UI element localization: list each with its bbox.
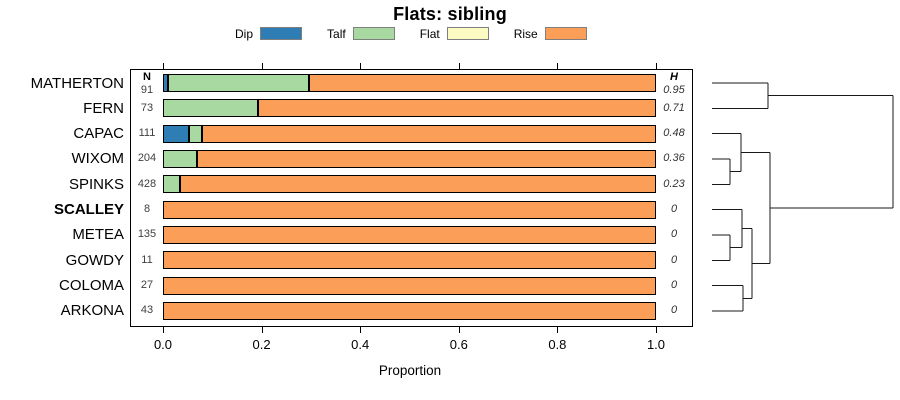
bar-segment-rise <box>163 301 656 320</box>
bar <box>163 175 656 194</box>
x-tick-label: 0.8 <box>548 337 567 352</box>
x-tick <box>261 327 263 333</box>
x-tick <box>458 63 460 69</box>
x-tick <box>360 327 362 333</box>
x-tick <box>360 63 362 69</box>
row-label: METEA <box>72 226 124 244</box>
legend-item: Dip <box>235 26 303 41</box>
x-tick <box>458 327 460 333</box>
row-label: CAPAC <box>73 125 124 143</box>
row-label: SCALLEY <box>53 201 124 219</box>
bar <box>163 149 656 168</box>
legend-label: Rise <box>513 26 538 41</box>
row-label: MATHERTON <box>30 74 124 92</box>
n-value: 73 <box>140 101 154 114</box>
x-tick-label: 1.0 <box>646 337 666 352</box>
n-value: 135 <box>137 228 157 241</box>
chart-title: Flats: sibling <box>393 4 507 24</box>
bar <box>163 74 656 92</box>
n-value: 428 <box>137 177 157 190</box>
n-value: N 91 <box>131 71 163 97</box>
bar-segment-rise <box>163 251 656 270</box>
x-tick-label: 0.2 <box>252 337 271 352</box>
n-value: 111 <box>138 127 156 140</box>
bar-segment-rise <box>308 74 656 92</box>
n-value: 8 <box>143 203 151 216</box>
x-tick <box>557 327 559 333</box>
h-value: 0.23 <box>663 177 685 190</box>
h-value: 0 <box>670 253 678 266</box>
x-tick <box>163 63 164 69</box>
x-tick-label: 0.6 <box>449 337 468 352</box>
n-value: 43 <box>140 304 154 317</box>
n-column-header: N <box>143 71 151 83</box>
legend-item: Flat <box>420 27 489 41</box>
legend-label: Talf <box>327 26 346 41</box>
row-label: ARKONA <box>60 302 124 320</box>
h-value: 0 <box>670 279 678 292</box>
x-tick-label: 0.0 <box>153 337 173 352</box>
legend-swatch-flat-icon <box>446 27 489 40</box>
bar-segment-talf <box>167 74 309 92</box>
bar-segment-rise <box>163 276 656 295</box>
row-label: COLOMA <box>58 277 124 295</box>
h-column-header: H <box>670 71 678 83</box>
bar-segment-rise <box>163 225 656 244</box>
row-label: FERN <box>83 99 124 117</box>
bar-segment-dip <box>163 124 190 143</box>
n-value: 11 <box>141 253 153 266</box>
h-value: 0.71 <box>663 101 685 114</box>
x-tick <box>656 327 657 333</box>
x-tick <box>261 63 263 69</box>
legend-swatch-rise-icon <box>544 27 587 40</box>
bar <box>163 251 656 270</box>
legend-label: Dip <box>235 26 254 41</box>
x-tick <box>656 63 657 69</box>
bar-segment-rise <box>163 200 656 219</box>
bar-segment-talf <box>163 99 259 118</box>
legend-swatch-dip-icon <box>260 27 303 40</box>
bar <box>163 124 656 143</box>
bar <box>163 301 656 320</box>
h-value: H 0.95 <box>657 71 691 97</box>
bar <box>163 276 656 295</box>
bar-segment-talf <box>189 124 203 143</box>
bar <box>163 99 656 118</box>
row-label: GOWDY <box>65 251 124 269</box>
bar-segment-dip <box>163 74 168 92</box>
n-value: 91 <box>140 84 154 96</box>
bar <box>163 200 656 219</box>
x-tick-label: 0.4 <box>351 337 370 352</box>
x-tick <box>557 63 559 69</box>
bar-segment-talf <box>163 149 198 168</box>
row-label: WIXOM <box>71 150 125 168</box>
legend-item: Rise <box>514 27 587 41</box>
n-value: 204 <box>137 152 157 165</box>
h-value: 0.48 <box>663 127 685 140</box>
n-value: 27 <box>140 279 154 292</box>
x-axis-title: Proportion <box>378 363 442 378</box>
legend-item: Talf <box>327 27 395 41</box>
x-tick <box>163 327 164 333</box>
legend: Dip Talf Flat Rise <box>235 26 587 41</box>
row-label: SPINKS <box>68 175 124 193</box>
bar-segment-rise <box>197 149 656 168</box>
bar-segment-talf <box>163 175 181 194</box>
bar <box>163 225 656 244</box>
h-value: 0.36 <box>663 152 685 165</box>
bar-segment-rise <box>258 99 656 118</box>
h-value: 0 <box>670 228 678 241</box>
h-value: 0.95 <box>663 84 685 96</box>
bar-segment-rise <box>202 124 656 143</box>
h-value: 0 <box>670 203 678 216</box>
bar-segment-rise <box>180 175 656 194</box>
legend-swatch-talf-icon <box>352 27 395 40</box>
h-value: 0 <box>670 304 678 317</box>
legend-label: Flat <box>419 26 440 41</box>
